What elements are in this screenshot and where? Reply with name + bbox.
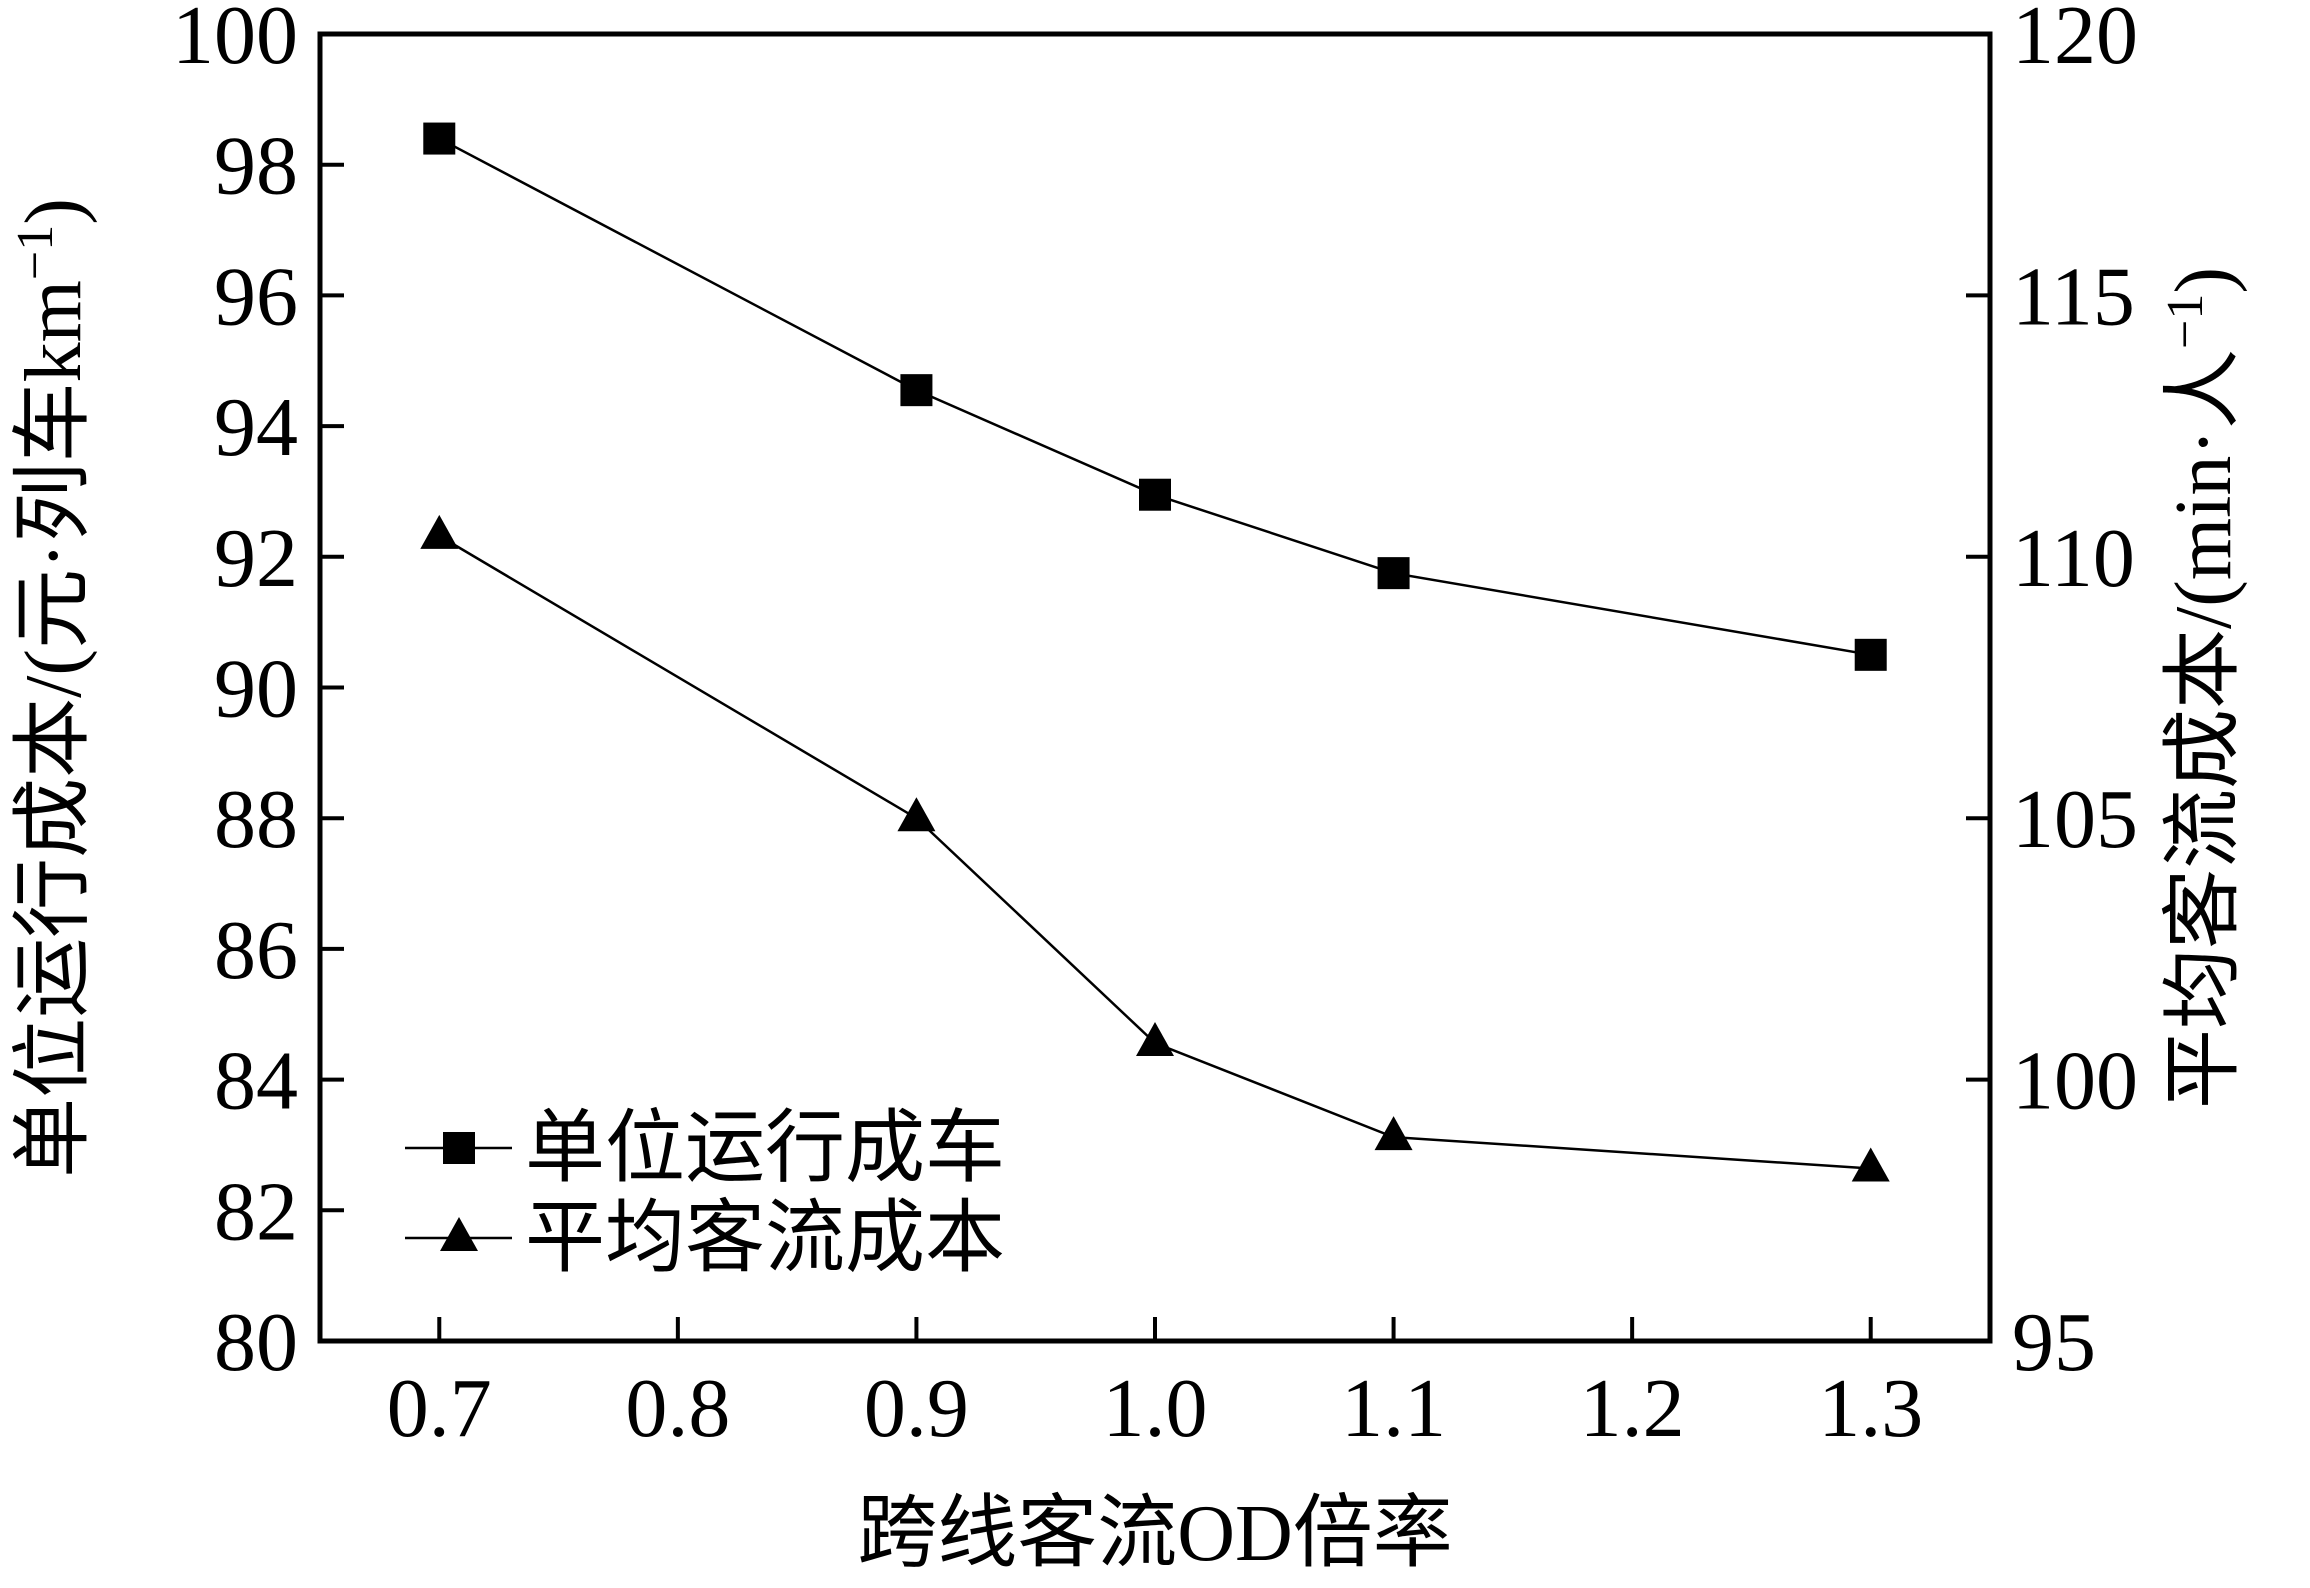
x-tick-label: 1.2 (1580, 1362, 1685, 1455)
series-1-square-point (423, 122, 456, 155)
y-right-axis-title-close: ) (2160, 267, 2248, 294)
series-2-triangle-point (897, 797, 936, 832)
y-left-axis-title-sup: −1 (7, 225, 64, 280)
x-tick-label: 1.3 (1818, 1362, 1923, 1455)
y-left-axis-title: 单位运行成本/(元·列车km−1) (7, 198, 98, 1178)
y-left-axis-title-main: 单位运行成本/(元·列车km (10, 280, 98, 1178)
y-left-axis-title-close: ) (10, 198, 98, 225)
series-layer (420, 122, 1890, 1182)
series-2-triangle-point (420, 514, 459, 549)
legend-label-series-2: 平均客流成本 (525, 1195, 1005, 1283)
x-tick-label: 1.0 (1103, 1362, 1208, 1455)
series-2-line (438, 534, 1871, 1170)
y-right-tick-label: 120 (2012, 0, 2138, 82)
y-right-tick-label: 95 (2012, 1296, 2096, 1389)
x-tick-label: 1.1 (1341, 1362, 1446, 1455)
x-tick-label: 0.8 (625, 1362, 730, 1455)
y-right-tick-label: 110 (2012, 512, 2135, 605)
y-left-tick-label: 94 (214, 381, 298, 474)
series-2-triangle-point (1851, 1147, 1890, 1182)
x-axis-title: 跨线客流OD倍率 (857, 1490, 1453, 1578)
y-left-axis-ticks: 80 82 84 86 88 90 92 94 96 98 100 (172, 0, 344, 1389)
legend-label-series-1: 单位运行成车 (525, 1105, 1005, 1193)
legend-triangle-marker (440, 1217, 478, 1251)
legend-square-marker (443, 1132, 475, 1164)
y-left-tick-label: 92 (214, 512, 298, 605)
series-1-square-point (900, 374, 933, 407)
y-left-tick-label: 84 (214, 1035, 298, 1128)
series-1-line (438, 137, 1871, 657)
y-left-tick-label: 98 (214, 120, 298, 213)
y-left-tick-label: 96 (214, 250, 298, 343)
series-1-square-point (1854, 638, 1887, 671)
x-axis-ticks: 0.7 0.8 0.9 1.0 1.1 1.2 1.3 (387, 1317, 1923, 1455)
series-2-triangle-point (1136, 1022, 1174, 1057)
y-right-axis-title-main: 平均客流成本/(min·人 (2160, 349, 2248, 1109)
y-right-tick-label: 100 (2012, 1035, 2138, 1128)
series-1-square-point (1377, 557, 1410, 590)
legend: 单位运行成车 平均客流成本 (405, 1105, 1005, 1283)
y-left-tick-label: 86 (214, 904, 298, 997)
y-right-tick-label: 105 (2012, 773, 2138, 866)
x-tick-label: 0.9 (864, 1362, 969, 1455)
y-left-tick-label: 88 (214, 773, 298, 866)
y-right-axis-title-sup: −1 (2157, 294, 2214, 349)
series-1-square-point (1139, 478, 1171, 511)
y-right-axis-ticks: 95 100 105 110 115 120 (1966, 0, 2138, 1389)
y-right-tick-label: 115 (2012, 250, 2135, 343)
x-tick-label: 0.7 (387, 1362, 492, 1455)
y-right-axis-title: 平均客流成本/(min·人−1) (2157, 267, 2248, 1109)
y-left-tick-label: 100 (172, 0, 298, 82)
series-2-triangle-point (1374, 1116, 1413, 1151)
y-left-tick-label: 90 (214, 643, 298, 736)
y-left-tick-label: 80 (214, 1296, 298, 1389)
y-left-tick-label: 82 (214, 1165, 298, 1258)
